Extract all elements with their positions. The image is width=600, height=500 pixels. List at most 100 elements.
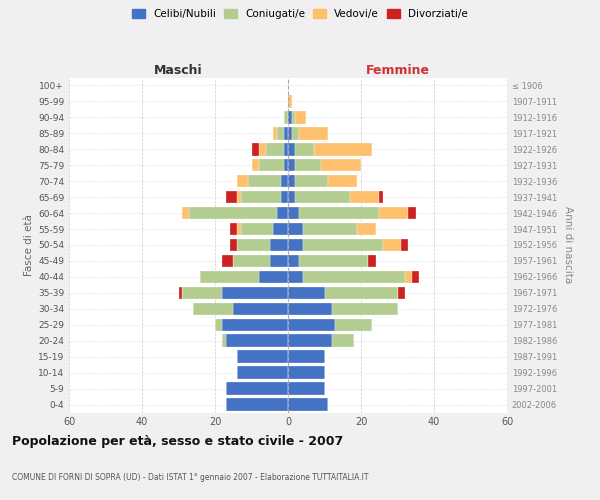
Bar [237,191,241,203]
Bar [295,159,321,172]
Bar [182,207,190,220]
Bar [179,286,182,299]
Bar [223,286,288,299]
Bar [288,270,302,283]
Bar [284,143,288,156]
Bar [284,159,288,172]
Bar [321,159,361,172]
Bar [398,286,405,299]
Bar [215,318,223,331]
Bar [288,318,335,331]
Bar [190,207,277,220]
Bar [259,143,266,156]
Bar [223,254,233,267]
Bar [222,334,226,347]
Bar [288,143,295,156]
Text: Maschi: Maschi [154,64,203,78]
Bar [233,302,288,315]
Bar [358,223,376,235]
Bar [284,127,288,140]
Bar [288,127,292,140]
Bar [251,159,259,172]
Bar [284,111,288,124]
Text: COMUNE DI FORNI DI SOPRA (UD) - Dati ISTAT 1° gennaio 2007 - Elaborazione TUTTAI: COMUNE DI FORNI DI SOPRA (UD) - Dati IST… [12,472,368,482]
Bar [248,175,281,188]
Bar [226,334,288,347]
Bar [288,159,295,172]
Bar [193,302,233,315]
Bar [332,302,398,315]
Bar [251,143,259,156]
Bar [288,334,332,347]
Bar [328,175,358,188]
Bar [332,334,354,347]
Bar [259,270,288,283]
Bar [274,127,277,140]
Bar [302,239,383,251]
Bar [226,398,288,410]
Bar [237,223,241,235]
Bar [288,191,295,203]
Bar [288,286,325,299]
Bar [182,286,223,299]
Bar [241,191,281,203]
Bar [241,223,274,235]
Bar [288,95,292,108]
Bar [288,302,332,315]
Bar [288,398,328,410]
Bar [226,382,288,395]
Bar [230,223,237,235]
Bar [299,207,379,220]
Bar [237,350,288,363]
Bar [281,175,288,188]
Bar [299,127,328,140]
Bar [288,350,325,363]
Bar [401,239,409,251]
Bar [266,143,284,156]
Text: Femmine: Femmine [365,64,430,78]
Bar [295,143,314,156]
Bar [405,270,412,283]
Bar [274,223,288,235]
Bar [379,207,409,220]
Y-axis label: Anni di nascita: Anni di nascita [563,206,573,284]
Y-axis label: Fasce di età: Fasce di età [24,214,34,276]
Bar [200,270,259,283]
Bar [237,239,270,251]
Bar [270,239,288,251]
Bar [230,239,237,251]
Bar [237,175,248,188]
Bar [288,175,295,188]
Bar [302,223,358,235]
Bar [379,191,383,203]
Bar [383,239,401,251]
Bar [325,286,398,299]
Bar [412,270,419,283]
Bar [270,254,288,267]
Bar [288,382,325,395]
Bar [288,207,299,220]
Bar [288,223,302,235]
Bar [226,191,237,203]
Bar [295,175,328,188]
Bar [295,111,306,124]
Bar [295,191,350,203]
Bar [335,318,372,331]
Bar [350,191,379,203]
Bar [223,318,288,331]
Bar [237,366,288,379]
Text: Popolazione per età, sesso e stato civile - 2007: Popolazione per età, sesso e stato civil… [12,435,343,448]
Bar [292,127,299,140]
Bar [288,366,325,379]
Bar [288,111,292,124]
Bar [368,254,376,267]
Bar [299,254,368,267]
Bar [277,207,288,220]
Bar [314,143,372,156]
Bar [233,254,270,267]
Bar [281,191,288,203]
Legend: Celibi/Nubili, Coniugati/e, Vedovi/e, Divorziati/e: Celibi/Nubili, Coniugati/e, Vedovi/e, Di… [128,5,472,24]
Bar [277,127,284,140]
Bar [288,254,299,267]
Bar [302,270,405,283]
